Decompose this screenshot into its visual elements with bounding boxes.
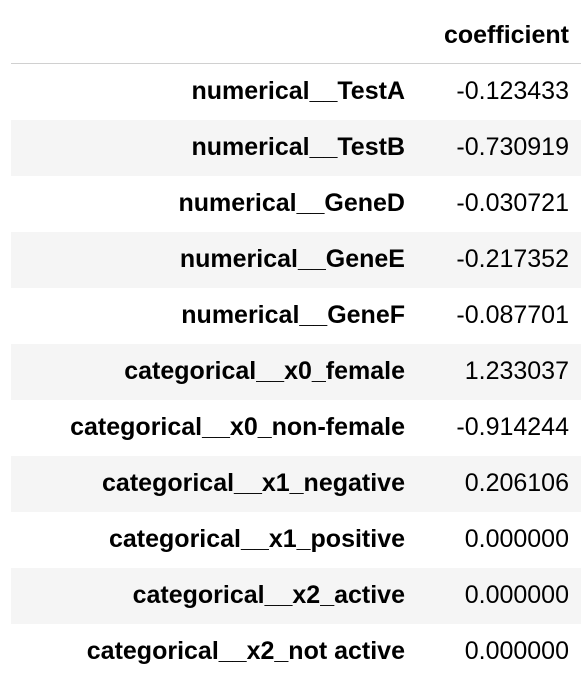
table-row: numerical__GeneE -0.217352 xyxy=(11,231,581,288)
coefficient-cell: 0.000000 xyxy=(464,525,569,553)
row-label: numerical__GeneF xyxy=(181,301,405,329)
column-header-coefficient: coefficient xyxy=(419,7,581,64)
table-row: numerical__TestA -0.123433 xyxy=(11,64,581,120)
coefficient-cell: -0.730919 xyxy=(456,133,569,161)
row-label: numerical__GeneD xyxy=(178,189,406,217)
table-row: categorical__x1_positive 0.000000 xyxy=(11,512,581,568)
table-row: numerical__TestB -0.730919 xyxy=(11,119,581,176)
coefficient-cell: 0.000000 xyxy=(464,581,569,609)
row-label: categorical__x1_positive xyxy=(109,525,405,553)
table-row: categorical__x0_female 1.233037 xyxy=(11,343,581,400)
coefficient-cell: 1.233037 xyxy=(464,357,569,385)
table-row: numerical__GeneF -0.087701 xyxy=(11,288,581,344)
row-label: numerical__TestB xyxy=(191,133,405,161)
table-row: categorical__x1_negative 0.206106 xyxy=(11,455,581,512)
table-row: numerical__GeneD -0.030721 xyxy=(11,176,581,232)
row-label: numerical__GeneE xyxy=(179,245,405,273)
row-label: categorical__x1_negative xyxy=(102,469,405,497)
coefficient-cell: 0.206106 xyxy=(464,469,569,497)
header-row: coefficient xyxy=(11,7,581,64)
coefficient-cell: 0.000000 xyxy=(464,637,569,665)
coefficient-cell: -0.217352 xyxy=(456,245,569,273)
row-label: numerical__TestA xyxy=(191,77,405,106)
row-label: categorical__x0_non-female xyxy=(70,413,405,441)
coefficient-cell: -0.030721 xyxy=(456,189,569,217)
coefficient-cell: -0.087701 xyxy=(456,301,569,329)
table-row: categorical__x2_active 0.000000 xyxy=(11,567,581,624)
row-label: categorical__x2_active xyxy=(132,581,405,609)
coefficient-cell: -0.123433 xyxy=(456,77,569,106)
row-label: categorical__x2_not active xyxy=(86,637,405,665)
coefficient-cell: -0.914244 xyxy=(456,413,569,441)
table-row: categorical__x2_not active 0.000000 xyxy=(11,624,581,680)
index-header xyxy=(11,7,419,64)
row-label: categorical__x0_female xyxy=(124,357,405,385)
table-row: categorical__x0_non-female -0.914244 xyxy=(11,400,581,456)
coefficient-table: coefficient numerical__TestA -0.123433 n… xyxy=(11,7,581,680)
